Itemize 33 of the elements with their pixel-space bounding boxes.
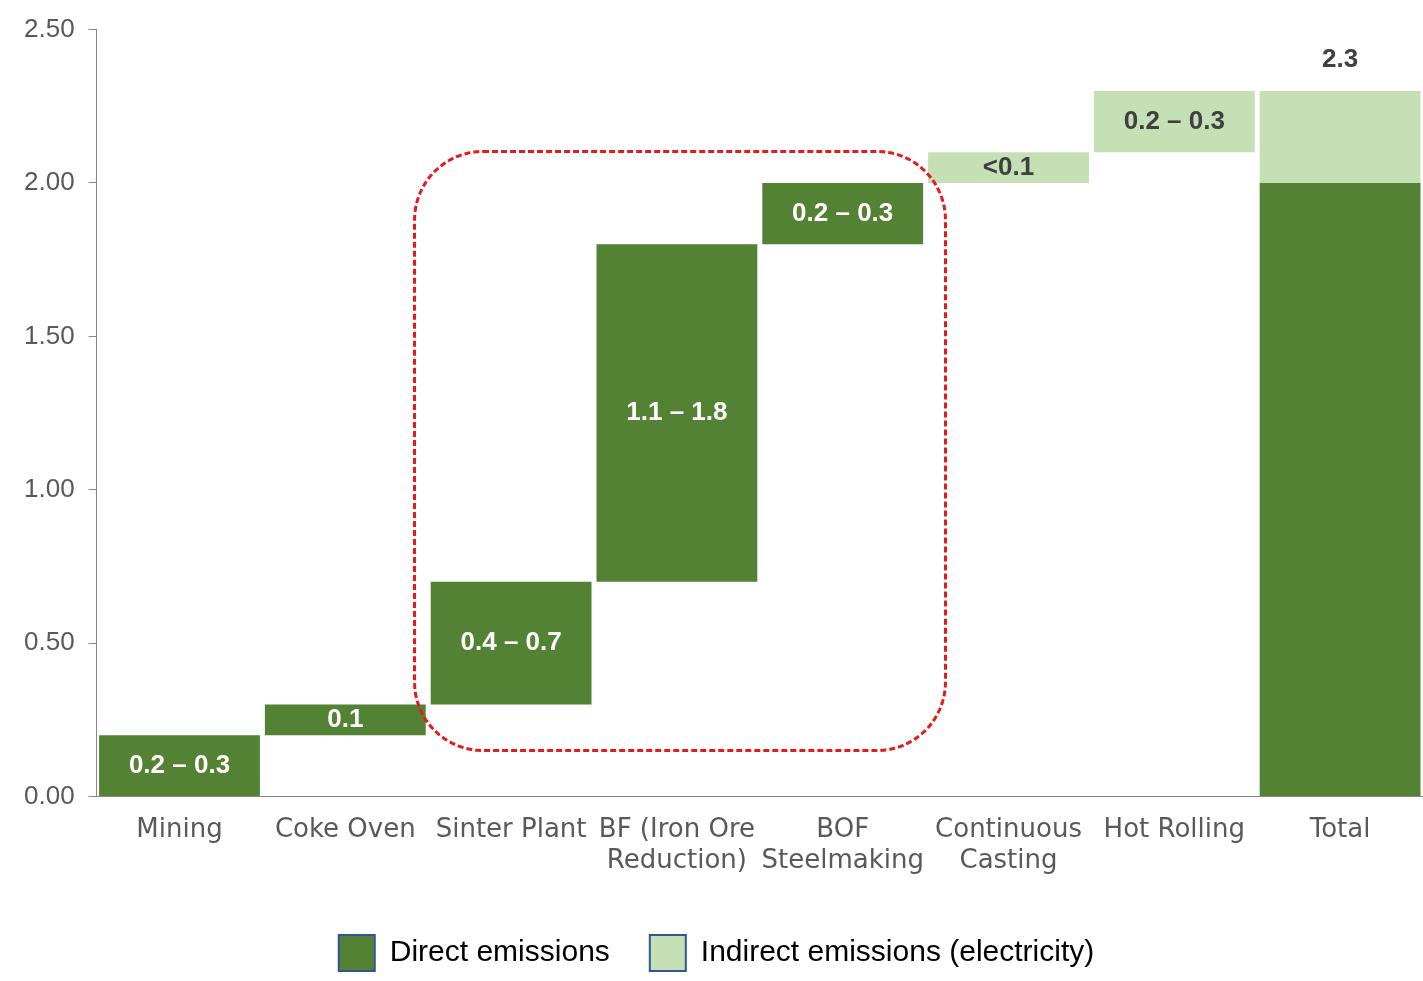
x-tick-label: Mining <box>136 812 223 843</box>
x-tick-label: BF (Iron Ore Reduction) <box>598 812 756 875</box>
y-tick-label: 2.00 <box>23 166 75 197</box>
legend-label: Direct emissions <box>389 934 610 968</box>
bar <box>928 152 1089 183</box>
bar <box>1259 183 1421 797</box>
bar <box>1093 90 1255 153</box>
data-label: 1.1 – 1.8 <box>626 396 728 427</box>
data-label: 0.1 <box>327 703 364 734</box>
data-label: 0.2 – 0.3 <box>128 748 231 779</box>
x-tick-label: Sinter Plant <box>435 812 587 843</box>
y-tick-label: 0.00 <box>23 779 75 810</box>
bar <box>596 244 758 582</box>
y-tick-label: 1.00 <box>23 472 75 503</box>
data-label: 0.2 – 0.3 <box>1123 104 1225 135</box>
x-tick-label: Coke Oven <box>274 812 416 843</box>
bar <box>1259 90 1421 183</box>
bar <box>264 704 426 736</box>
y-tick-label: 0.50 <box>23 626 75 657</box>
legend-label: Indirect emissions (electricity) <box>700 934 1095 968</box>
x-tick-label: BOF Steelmaking <box>761 812 924 875</box>
bar <box>430 581 592 705</box>
total-label: 2.3 <box>1322 43 1359 74</box>
x-tick-label: Continuous Casting <box>935 812 1082 875</box>
x-tick-label: Hot Rolling <box>1103 812 1245 843</box>
y-tick-label: 2.50 <box>23 12 75 43</box>
data-label: 0.2 – 0.3 <box>792 196 894 227</box>
y-tick-label: 1.50 <box>23 319 75 350</box>
data-label: 0.4 – 0.7 <box>460 626 562 657</box>
bar <box>762 183 924 245</box>
x-tick-label: Total <box>1308 812 1371 843</box>
data-label: <0.1 <box>982 150 1035 181</box>
bar <box>99 735 260 797</box>
